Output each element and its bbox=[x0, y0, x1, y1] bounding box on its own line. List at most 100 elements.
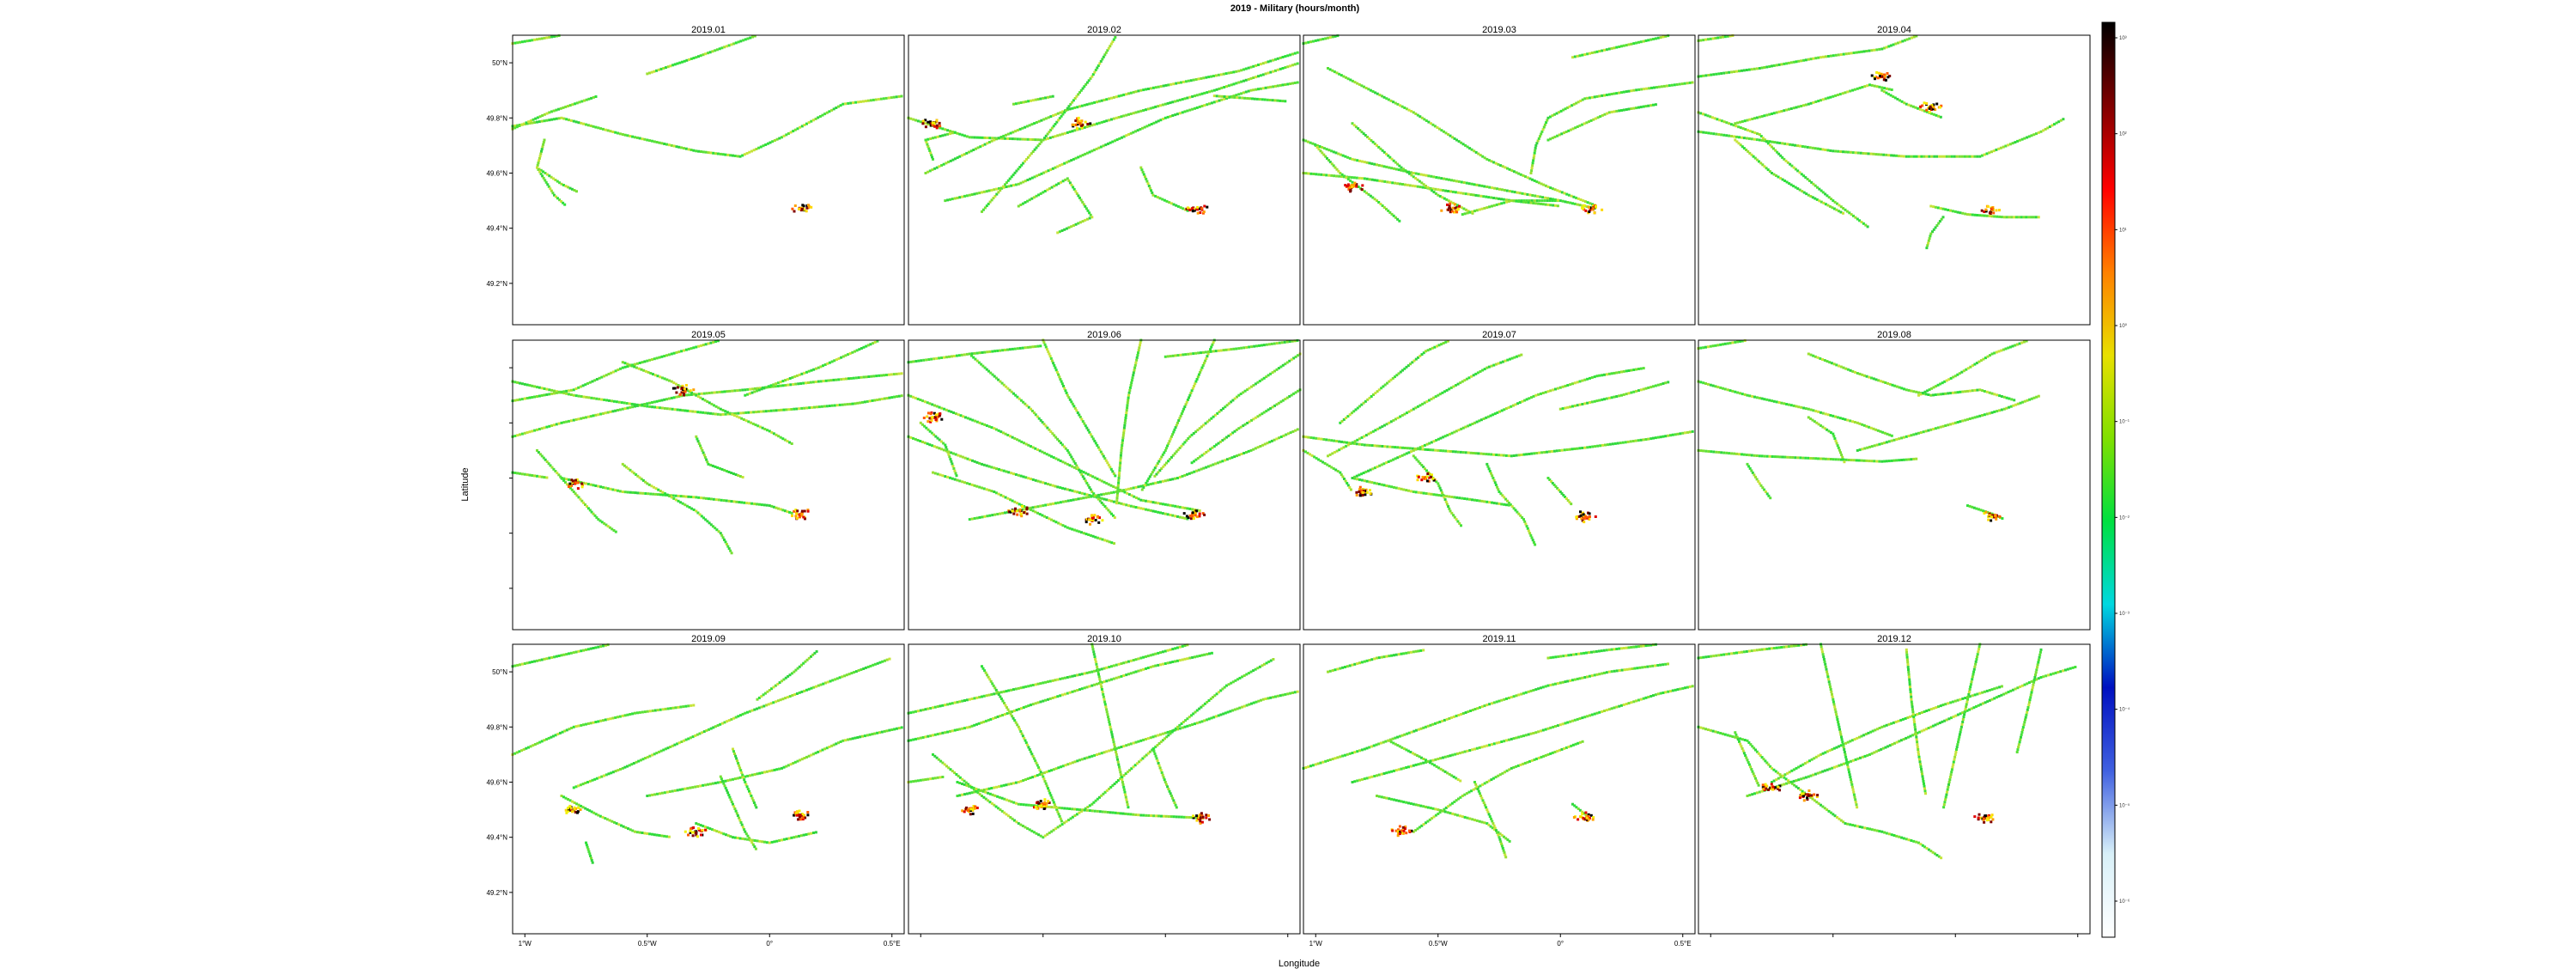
track-cell bbox=[1855, 51, 1858, 54]
track-cell bbox=[1085, 481, 1089, 484]
track-cell bbox=[1751, 118, 1754, 120]
track-cell bbox=[1047, 95, 1049, 99]
track-cell bbox=[592, 397, 596, 400]
track-cell bbox=[1174, 504, 1177, 508]
track-cell bbox=[1367, 192, 1370, 196]
track-cell bbox=[1394, 168, 1398, 171]
track-cell bbox=[1286, 54, 1290, 58]
track-cell bbox=[1596, 116, 1600, 119]
track-cell bbox=[1151, 106, 1155, 109]
track-cell bbox=[1437, 344, 1441, 347]
track-cell bbox=[963, 456, 967, 460]
track-cell bbox=[690, 149, 693, 151]
track-cell bbox=[1472, 374, 1475, 377]
track-cell bbox=[1453, 430, 1456, 434]
track-cell bbox=[699, 411, 702, 414]
track-cell bbox=[1772, 112, 1776, 115]
track-cell bbox=[1097, 64, 1100, 67]
track-cell bbox=[1542, 183, 1546, 186]
track-cell bbox=[929, 137, 933, 140]
track-cell bbox=[1022, 400, 1025, 404]
track-cell bbox=[1421, 402, 1425, 405]
track-cell bbox=[1088, 211, 1091, 215]
track-cell bbox=[975, 147, 977, 150]
track-cell bbox=[1354, 408, 1358, 411]
track-cell bbox=[1037, 193, 1041, 197]
track-cell bbox=[1059, 501, 1062, 504]
track-cell bbox=[1492, 413, 1495, 417]
track-cell bbox=[528, 122, 532, 125]
track-cell bbox=[579, 497, 582, 501]
track-cell bbox=[1017, 182, 1020, 186]
track-cell bbox=[1832, 199, 1835, 203]
panel-frame bbox=[908, 34, 1301, 326]
track-cell bbox=[1225, 95, 1229, 99]
track-cell bbox=[1030, 478, 1032, 480]
track-cell bbox=[769, 409, 773, 412]
track-cell bbox=[1060, 114, 1063, 118]
track-cell bbox=[1798, 171, 1801, 174]
hotspot-cell bbox=[1455, 206, 1458, 210]
track-cell bbox=[1218, 440, 1222, 443]
track-cell bbox=[1006, 434, 1010, 436]
track-cell bbox=[1109, 484, 1113, 487]
track-cell bbox=[1777, 152, 1781, 155]
track-cell bbox=[1091, 475, 1095, 478]
track-cell bbox=[1578, 54, 1582, 58]
track-cell bbox=[526, 40, 529, 43]
track-cell bbox=[1546, 199, 1549, 203]
track-cell bbox=[1581, 204, 1584, 207]
track-cell bbox=[1325, 438, 1328, 442]
track-cell bbox=[779, 436, 782, 439]
track-cell bbox=[1109, 466, 1112, 469]
track-cell bbox=[1036, 174, 1039, 178]
track-cell bbox=[1171, 504, 1175, 508]
track-cell bbox=[857, 101, 860, 104]
track-cell bbox=[1465, 377, 1468, 381]
track-cell bbox=[1011, 137, 1014, 141]
track-cell bbox=[1561, 385, 1564, 388]
track-cell bbox=[986, 350, 989, 354]
track-cell bbox=[1536, 195, 1540, 198]
track-cell bbox=[1206, 91, 1209, 94]
track-cell bbox=[1873, 48, 1876, 52]
track-cell bbox=[1925, 110, 1929, 113]
track-cell bbox=[828, 110, 831, 113]
track-cell bbox=[1940, 217, 1943, 221]
track-cell bbox=[1202, 350, 1205, 354]
track-cell bbox=[1244, 90, 1248, 94]
track-cell bbox=[571, 103, 574, 107]
track-cell bbox=[1802, 104, 1806, 107]
track-cell bbox=[1145, 180, 1149, 183]
track-cell bbox=[947, 409, 951, 412]
track-cell bbox=[523, 382, 526, 386]
track-cell bbox=[1477, 194, 1480, 198]
track-cell bbox=[1437, 448, 1440, 452]
track-cell bbox=[1809, 101, 1813, 105]
track-cell bbox=[2030, 216, 2033, 219]
hotspot-cell bbox=[671, 387, 675, 390]
track-cell bbox=[995, 137, 998, 141]
track-cell bbox=[1722, 120, 1726, 124]
track-cell bbox=[1410, 450, 1413, 454]
track-cell bbox=[1337, 152, 1340, 155]
track-cell bbox=[885, 397, 889, 400]
track-cell bbox=[1856, 151, 1860, 155]
track-cell bbox=[641, 137, 644, 141]
track-cell bbox=[681, 60, 683, 64]
track-cell bbox=[1073, 97, 1077, 100]
hotspot-cell bbox=[1195, 509, 1199, 513]
track-cell bbox=[1091, 534, 1095, 538]
track-cell bbox=[702, 516, 705, 520]
track-cell bbox=[1124, 417, 1127, 419]
track-cell bbox=[919, 120, 922, 124]
track-cell bbox=[787, 408, 791, 411]
panel: 2019.04 bbox=[1697, 25, 2091, 326]
track-cell bbox=[1549, 137, 1552, 141]
track-cell bbox=[995, 192, 999, 196]
track-cell bbox=[1066, 107, 1069, 110]
hotspot-cell bbox=[940, 417, 944, 421]
track-cell bbox=[1419, 448, 1422, 451]
track-cell bbox=[707, 342, 710, 345]
track-cell bbox=[1084, 152, 1087, 155]
